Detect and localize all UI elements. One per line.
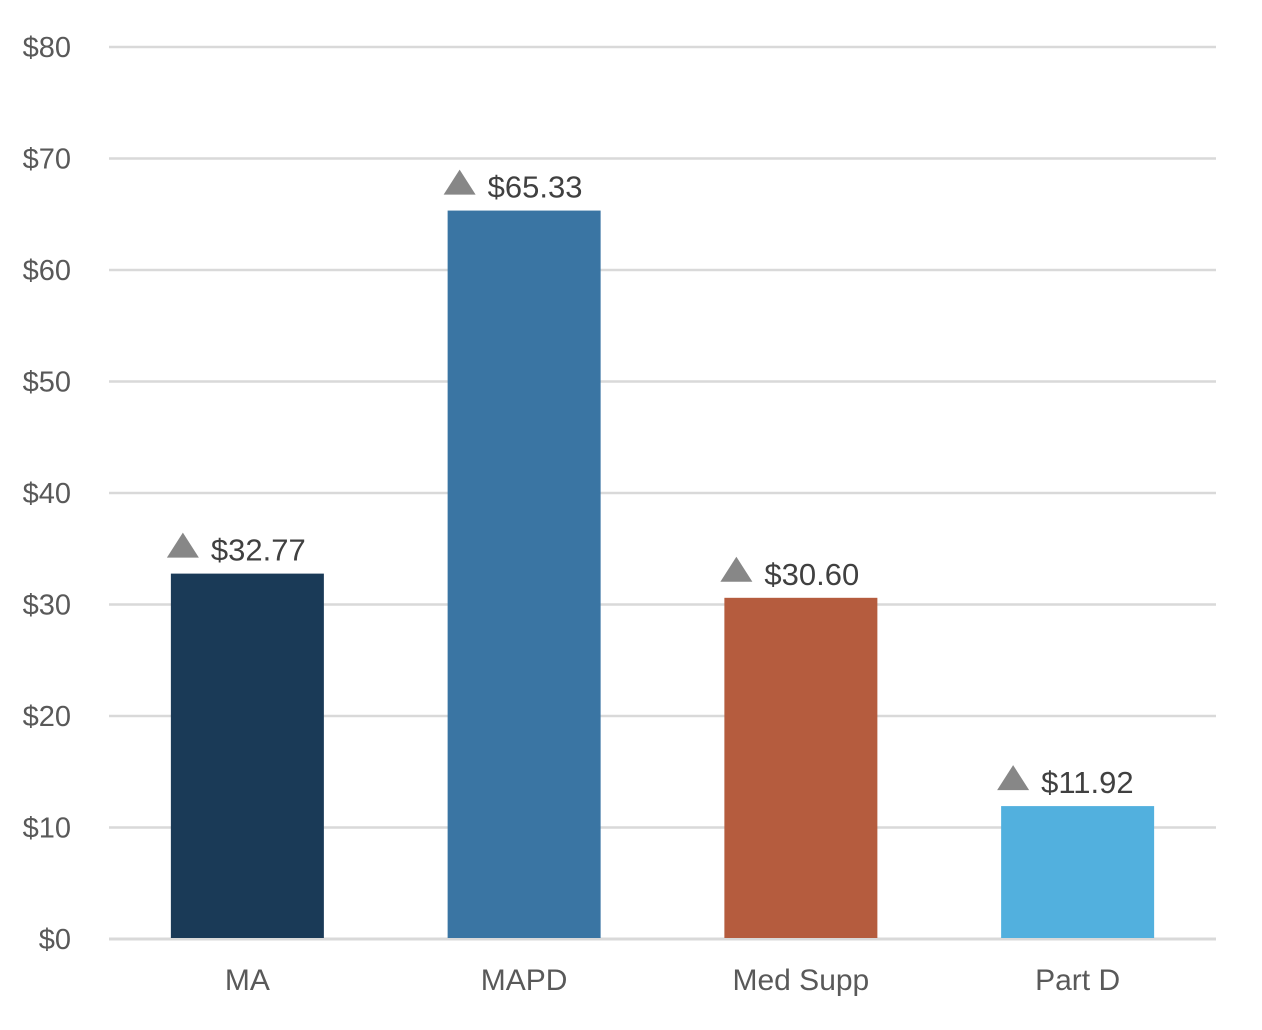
bar-ma <box>170 573 324 938</box>
data-label: $65.33 <box>488 170 583 205</box>
up-triangle-icon <box>443 169 476 195</box>
y-tick-label: $0 <box>39 924 71 956</box>
y-tick-label: $50 <box>23 367 71 399</box>
y-tick-label: $20 <box>23 701 71 733</box>
up-triangle-icon <box>997 765 1030 791</box>
y-tick-label: $70 <box>23 144 71 176</box>
x-category-label: Med Supp <box>732 964 869 997</box>
y-tick-label: $80 <box>23 32 71 64</box>
y-tick-label: $60 <box>23 255 71 287</box>
y-tick-label: $30 <box>23 590 71 622</box>
bar-part-d <box>1001 806 1155 938</box>
data-label: $32.77 <box>211 533 306 568</box>
data-label: $30.60 <box>764 557 859 592</box>
up-triangle-icon <box>166 532 199 558</box>
y-tick-label: $40 <box>23 478 71 510</box>
x-category-label: MA <box>225 964 270 997</box>
data-label: $11.92 <box>1041 765 1134 800</box>
x-category-label: Part D <box>1035 964 1120 997</box>
x-category-label: MAPD <box>481 964 568 997</box>
up-triangle-icon <box>720 556 753 582</box>
y-tick-label: $10 <box>23 813 71 845</box>
bar-mapd <box>447 210 601 938</box>
bar-med-supp <box>724 597 878 938</box>
